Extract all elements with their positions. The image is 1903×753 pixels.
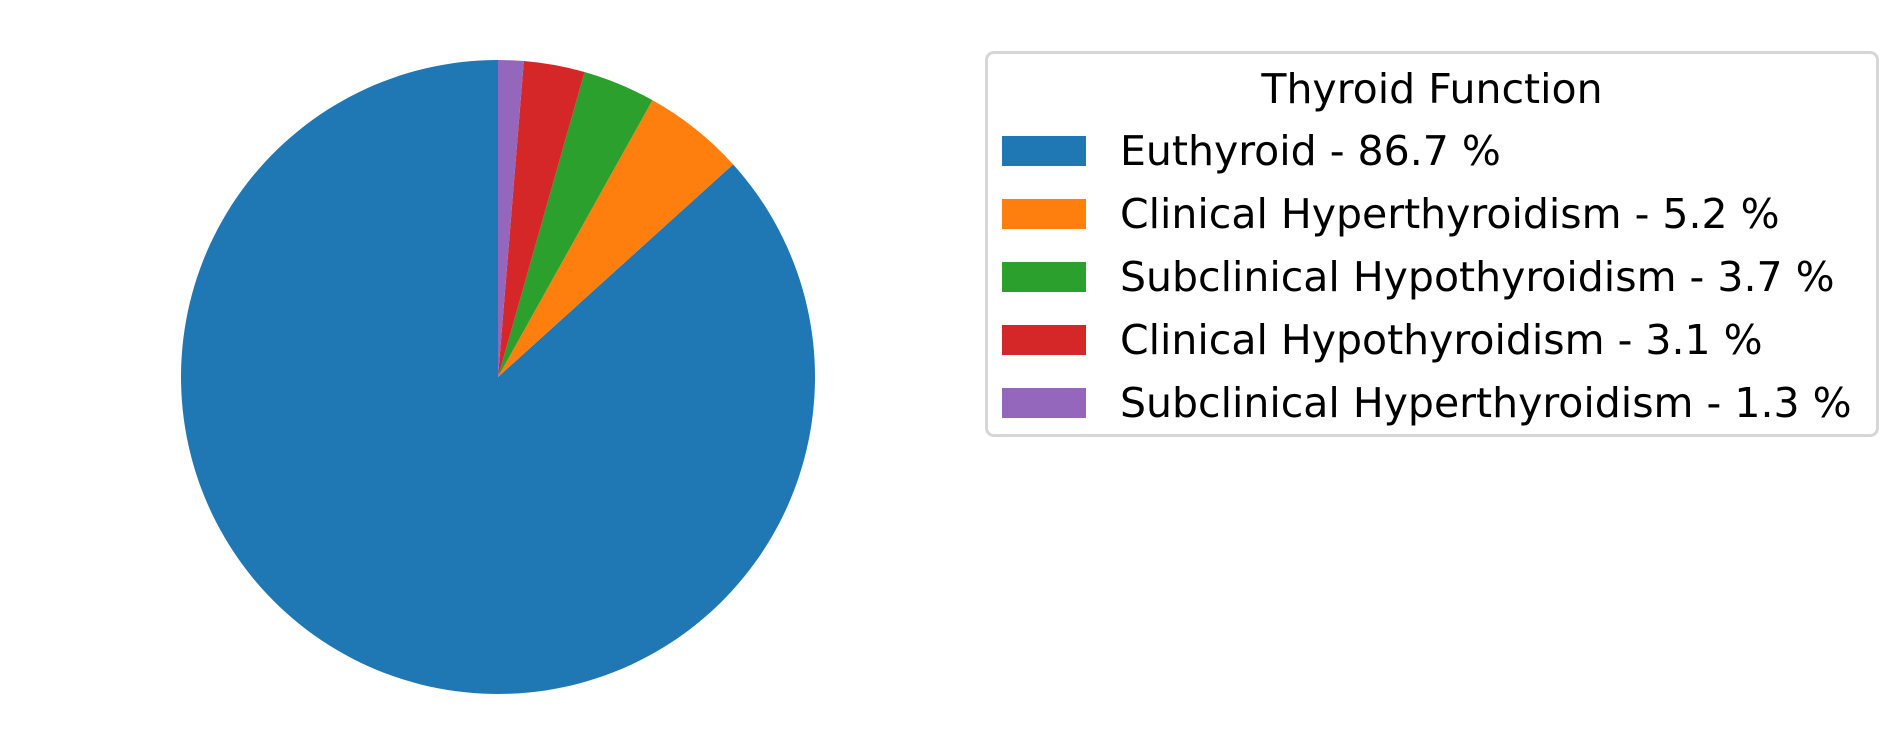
- pie-slice-subclinical-hyperthyroidism: [498, 60, 524, 377]
- legend-label-euthyroid: Euthyroid - 86.7 %: [1120, 127, 1501, 175]
- legend-label-subclinical-hyperthyroidism: Subclinical Hyperthyroidism - 1.3 %: [1120, 379, 1852, 427]
- legend-label-subclinical-hypothyroidism: Subclinical Hypothyroidism - 3.7 %: [1120, 253, 1835, 301]
- legend-entry-subclinical-hypothyroidism: Subclinical Hypothyroidism - 3.7 %: [1002, 252, 1835, 302]
- legend-entry-euthyroid: Euthyroid - 86.7 %: [1002, 126, 1501, 176]
- legend-entry-clinical-hyperthyroidism: Clinical Hyperthyroidism - 5.2 %: [1002, 189, 1780, 239]
- legend-title: Thyroid Function: [1261, 65, 1603, 113]
- pie-slice-euthyroid: [181, 60, 816, 694]
- legend-swatch-clinical-hypothyroidism: [1002, 325, 1086, 355]
- pie-slice-clinical-hyperthyroidism: [498, 100, 734, 378]
- legend-entry-subclinical-hyperthyroidism: Subclinical Hyperthyroidism - 1.3 %: [1002, 378, 1852, 428]
- legend: Thyroid Function Euthyroid - 86.7 % Clin…: [985, 51, 1879, 437]
- legend-label-clinical-hyperthyroidism: Clinical Hyperthyroidism - 5.2 %: [1120, 190, 1780, 238]
- legend-swatch-subclinical-hyperthyroidism: [1002, 388, 1086, 418]
- legend-entry-clinical-hypothyroidism: Clinical Hypothyroidism - 3.1 %: [1002, 315, 1763, 365]
- legend-label-clinical-hypothyroidism: Clinical Hypothyroidism - 3.1 %: [1120, 316, 1763, 364]
- pie-slice-subclinical-hypothyroidism: [498, 72, 653, 377]
- pie-slices: [181, 60, 816, 694]
- legend-swatch-clinical-hyperthyroidism: [1002, 199, 1086, 229]
- legend-swatch-subclinical-hypothyroidism: [1002, 262, 1086, 292]
- pie-slice-clinical-hypothyroidism: [498, 61, 585, 378]
- legend-swatch-euthyroid: [1002, 136, 1086, 166]
